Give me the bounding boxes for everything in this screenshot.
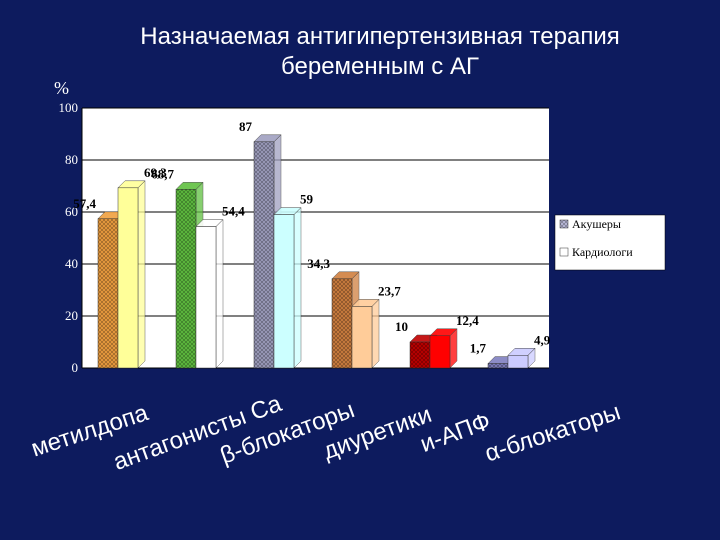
bar-hatch	[98, 218, 118, 368]
bar-side	[137, 180, 146, 369]
data-label: 12,4	[456, 313, 479, 328]
bar-side	[293, 206, 302, 369]
bar-front	[429, 335, 451, 369]
bar-hatch	[332, 278, 352, 368]
bar-hatch	[410, 342, 430, 368]
bars	[97, 134, 536, 369]
legend-label: Акушеры	[572, 217, 621, 231]
bar-hatch	[254, 141, 274, 368]
data-label: 59	[300, 192, 314, 207]
y-tick-label: 40	[65, 256, 78, 271]
data-label: 4,9	[534, 332, 551, 347]
y-tick-label: 0	[72, 360, 79, 375]
y-tick-label: 100	[59, 100, 79, 115]
bar-hatch	[488, 363, 508, 368]
legend-swatch	[559, 247, 569, 257]
data-label: 87	[239, 119, 253, 134]
bar-side	[371, 298, 380, 369]
y-tick-label: 20	[65, 308, 78, 323]
legend-box	[554, 214, 666, 271]
data-label: 54,4	[222, 204, 245, 219]
bar	[351, 298, 380, 369]
bar-front	[507, 355, 529, 369]
plot-area	[82, 108, 549, 368]
data-label: 1,7	[470, 341, 487, 356]
legend: Акушеры Кардиологи	[554, 214, 666, 271]
bar	[273, 206, 302, 369]
bar	[195, 218, 224, 369]
bar-hatch	[176, 189, 196, 368]
data-label: 34,3	[307, 256, 330, 271]
y-axis-ticks: 0 20 40 60 80 100	[59, 100, 79, 375]
bar-side	[215, 218, 224, 369]
bar-front	[117, 187, 139, 369]
y-tick-label: 80	[65, 152, 78, 167]
data-label: 10	[395, 319, 408, 334]
bar-front	[273, 214, 295, 369]
data-labels: 57,4 68,7 87 34,3 10 1,7 69,3 54,4 59 23,7 12,4 4,9	[73, 119, 551, 356]
data-label: 23,7	[378, 283, 401, 298]
category-label: α-блокаторы	[482, 398, 624, 467]
chart-title: Назначаемая антигипертензивная терапия б…	[60, 22, 700, 82]
chart-title-line1: Назначаемая антигипертензивная терапия	[140, 23, 620, 50]
data-label: 68,7	[151, 166, 174, 181]
bar	[429, 328, 458, 369]
legend-label: Кардиологи	[572, 245, 633, 259]
y-tick-label: 60	[65, 204, 78, 219]
legend-swatch-hatch	[560, 220, 568, 228]
y-axis-unit: %	[54, 78, 69, 98]
chart-title-line2: беременным с АГ	[281, 53, 479, 80]
bar-front	[195, 226, 217, 369]
gridlines	[81, 107, 549, 369]
bar	[507, 347, 536, 369]
data-label: 69,3	[144, 165, 167, 180]
bar	[117, 180, 146, 369]
data-label: 57,4	[73, 196, 96, 211]
bar-front	[351, 306, 373, 369]
